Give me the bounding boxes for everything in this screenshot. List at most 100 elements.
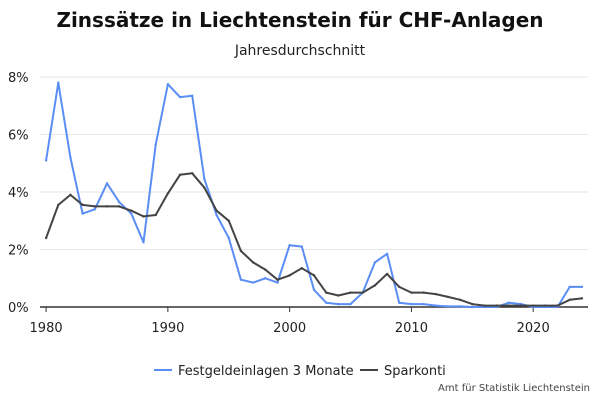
data-point	[227, 236, 230, 240]
series-line-sparkonti	[45, 172, 583, 307]
data-point	[532, 304, 535, 307]
data-point	[324, 301, 328, 304]
data-point	[142, 241, 145, 244]
data-point	[337, 302, 340, 306]
data-point	[373, 284, 377, 287]
x-tick-label: 2020	[517, 321, 550, 336]
series-group	[44, 81, 584, 309]
data-point	[312, 288, 316, 291]
data-point	[105, 205, 109, 208]
data-point	[142, 215, 145, 218]
data-point	[568, 285, 571, 289]
data-point	[166, 192, 170, 195]
data-point	[580, 297, 584, 300]
data-point	[300, 266, 304, 270]
data-point	[81, 212, 84, 215]
data-point	[446, 305, 450, 308]
data-point	[471, 305, 474, 309]
data-point	[264, 268, 267, 271]
data-point	[568, 298, 571, 302]
data-point	[544, 304, 547, 307]
data-point	[507, 304, 511, 307]
data-point	[349, 302, 352, 306]
x-tick-label: 2010	[395, 321, 428, 336]
data-point	[422, 302, 425, 306]
data-point	[495, 304, 498, 307]
chart-subtitle: Jahresdurchschnitt	[234, 43, 366, 59]
data-point	[373, 261, 377, 264]
axes: 0% 2% 4% 6% 8% 1980 1990 2000 2010 2020	[8, 71, 588, 336]
data-point	[446, 295, 450, 299]
data-point	[519, 304, 523, 307]
data-point	[398, 285, 401, 289]
data-point	[458, 305, 462, 308]
data-point	[251, 281, 255, 284]
data-point	[227, 219, 230, 222]
data-point	[93, 208, 97, 211]
data-point	[385, 272, 389, 276]
data-point	[337, 294, 340, 297]
data-point	[471, 302, 474, 306]
data-point	[385, 252, 389, 256]
data-point	[191, 172, 194, 175]
data-point	[178, 173, 182, 176]
data-point	[556, 304, 559, 307]
data-point	[410, 291, 413, 294]
y-tick-label: 6%	[8, 129, 29, 144]
chart-title: Zinssätze in Liechtenstein für CHF-Anlag…	[56, 8, 544, 32]
data-point	[154, 143, 157, 146]
data-point	[288, 243, 291, 247]
data-point	[398, 301, 401, 304]
data-point	[410, 302, 413, 306]
data-point	[130, 209, 133, 212]
data-point	[117, 205, 121, 208]
data-point	[422, 291, 425, 294]
data-point	[44, 159, 48, 162]
data-point	[312, 274, 316, 277]
data-point	[507, 301, 511, 304]
data-point	[215, 213, 218, 217]
y-tick-label: 8%	[8, 71, 29, 86]
data-point	[203, 186, 206, 189]
data-point	[178, 95, 182, 99]
data-point	[264, 277, 267, 280]
y-tick-label: 2%	[8, 244, 29, 259]
data-point	[93, 205, 97, 208]
data-point	[239, 249, 243, 253]
data-point	[154, 213, 157, 217]
legend: Festgeldeinlagen 3 Monate Sparkonti	[154, 364, 446, 379]
data-point	[458, 298, 462, 302]
gridlines	[40, 76, 588, 308]
data-point	[251, 261, 255, 264]
source-note: Amt für Statistik Liechtenstein	[438, 383, 590, 394]
series-line-festgeld	[45, 81, 582, 308]
y-tick-label: 0%	[8, 301, 29, 316]
legend-label: Sparkonti	[384, 364, 446, 379]
data-point	[44, 236, 48, 240]
legend-label: Festgeldeinlagen 3 Monate	[178, 364, 354, 379]
data-point	[69, 156, 72, 159]
data-point	[57, 81, 60, 84]
data-point	[361, 291, 364, 294]
data-point	[300, 245, 304, 248]
data-point	[276, 281, 279, 284]
data-point	[69, 193, 72, 197]
data-point	[166, 82, 170, 86]
data-point	[191, 94, 194, 97]
y-tick-label: 4%	[8, 186, 29, 201]
data-point	[203, 177, 206, 181]
data-point	[105, 182, 109, 185]
x-tick-label: 2000	[273, 321, 306, 336]
data-point	[434, 292, 437, 296]
data-point	[117, 200, 121, 204]
data-point	[349, 291, 352, 294]
data-point	[483, 304, 486, 307]
data-point	[276, 278, 279, 281]
data-point	[580, 285, 584, 289]
data-point	[57, 203, 60, 207]
data-point	[81, 203, 84, 207]
data-point	[130, 212, 133, 215]
x-tick-label: 1980	[30, 321, 63, 336]
